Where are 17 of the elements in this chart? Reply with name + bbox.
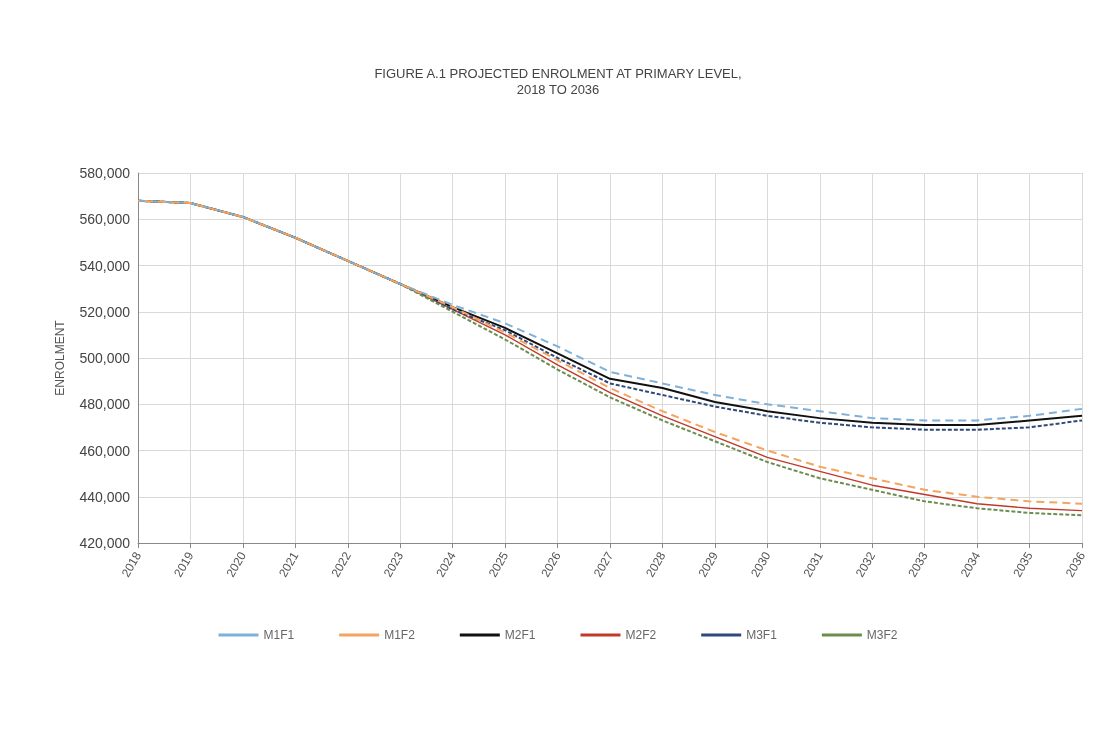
legend-label: M1F2 (384, 628, 416, 642)
y-axis-title: ENROLMENT (53, 319, 67, 396)
y-tick-label: 480,000 (79, 396, 131, 413)
y-tick-label: 440,000 (79, 488, 131, 505)
legend-label: M1F1 (263, 628, 295, 642)
legend-label: M3F2 (866, 628, 898, 642)
y-tick-label: 580,000 (79, 165, 131, 181)
legend-label: M2F1 (504, 628, 536, 642)
y-tick-label: 540,000 (79, 257, 131, 274)
legend-label: M2F2 (625, 628, 657, 642)
y-tick-label: 500,000 (79, 350, 131, 366)
chart-title: FIGURE A.1 PROJECTED ENROLMENT AT PRIMARY LEVEL, 2018 TO 2036 (374, 65, 742, 97)
y-tick-label: 460,000 (79, 442, 131, 459)
y-tick-label: 520,000 (79, 303, 131, 320)
legend-label: M3F1 (746, 628, 778, 642)
y-tick-label: 420,000 (79, 535, 131, 551)
y-tick-label: 560,000 (79, 211, 131, 228)
